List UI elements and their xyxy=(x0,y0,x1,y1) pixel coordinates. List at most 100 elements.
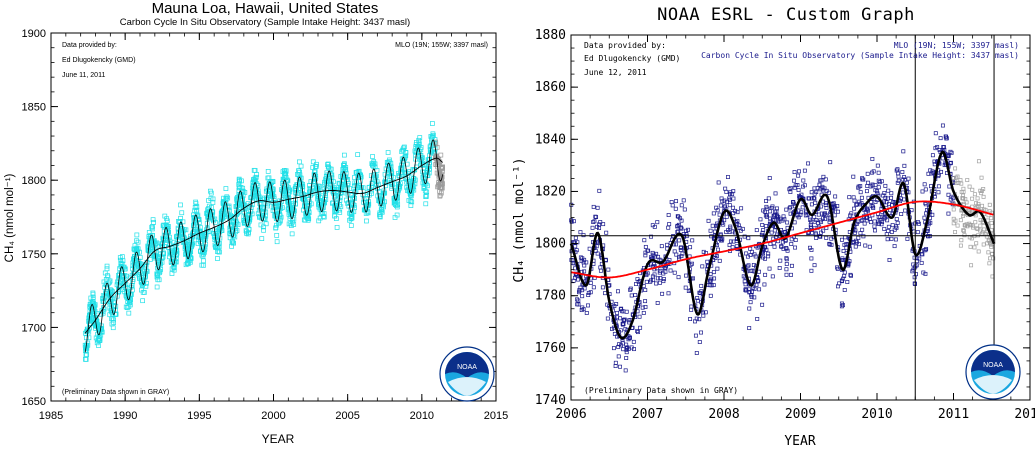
data-point xyxy=(416,137,422,143)
data-point xyxy=(731,189,736,194)
data-point xyxy=(631,339,636,344)
data-point xyxy=(321,211,327,216)
data-point xyxy=(237,178,242,184)
data-point xyxy=(885,196,890,201)
data-point xyxy=(683,285,688,290)
data-point xyxy=(180,235,186,241)
data-point xyxy=(655,301,660,305)
y-tick-label: 1900 xyxy=(22,28,46,40)
data-point xyxy=(842,270,847,275)
data-point xyxy=(104,263,110,269)
data-point xyxy=(870,157,875,161)
data-point xyxy=(859,195,864,200)
data-point xyxy=(437,193,443,199)
x-tick-label: 2009 xyxy=(785,407,816,422)
data-point xyxy=(389,185,395,191)
data-point xyxy=(617,342,622,347)
data-point xyxy=(669,200,674,205)
data-point xyxy=(688,245,693,250)
data-point xyxy=(930,153,935,158)
data-point xyxy=(806,196,811,201)
left-noaa-logo-icon: NOAA xyxy=(439,346,495,402)
data-point xyxy=(761,255,766,260)
data-point xyxy=(429,149,435,155)
data-point xyxy=(672,270,677,275)
data-point xyxy=(348,210,354,216)
data-point xyxy=(928,168,933,173)
y-tick-label: 1740 xyxy=(535,393,566,408)
data-point xyxy=(618,316,623,321)
data-point xyxy=(293,189,299,195)
data-point xyxy=(884,200,889,205)
data-point xyxy=(690,261,694,266)
data-point xyxy=(969,263,974,268)
data-point xyxy=(116,272,121,278)
data-point xyxy=(276,220,282,226)
data-point xyxy=(679,203,684,208)
data-point xyxy=(423,181,429,187)
data-point xyxy=(388,164,394,170)
data-point xyxy=(578,230,583,235)
data-point xyxy=(667,222,672,227)
data-point xyxy=(318,203,324,209)
data-point xyxy=(325,161,331,167)
data-point xyxy=(423,201,429,207)
data-point xyxy=(273,225,278,231)
data-point xyxy=(823,211,827,216)
data-point xyxy=(307,187,313,193)
data-point xyxy=(923,187,928,192)
data-point xyxy=(720,199,725,204)
data-point xyxy=(628,286,633,291)
data-point xyxy=(264,201,270,207)
data-point xyxy=(717,258,722,263)
data-point xyxy=(870,204,875,209)
data-point xyxy=(658,280,662,285)
data-point xyxy=(297,169,302,175)
data-point xyxy=(94,340,100,346)
data-point xyxy=(989,221,994,226)
data-point xyxy=(796,173,801,178)
data-point xyxy=(325,164,331,170)
data-point xyxy=(293,184,299,189)
data-point xyxy=(955,223,960,228)
data-point xyxy=(285,207,291,212)
data-point xyxy=(403,170,408,175)
data-point xyxy=(778,216,783,221)
data-point xyxy=(926,171,931,176)
data-point xyxy=(930,169,935,174)
data-point xyxy=(145,244,151,250)
data-point xyxy=(762,282,767,287)
data-point xyxy=(961,193,965,198)
data-point xyxy=(777,266,782,270)
data-point xyxy=(815,186,820,191)
data-point xyxy=(879,222,884,227)
data-point xyxy=(210,196,216,202)
data-point xyxy=(803,213,808,218)
y-tick-label: 1840 xyxy=(535,132,566,147)
data-point xyxy=(185,261,191,267)
data-point xyxy=(379,209,385,215)
data-point xyxy=(855,202,860,207)
data-point xyxy=(727,196,732,201)
data-point xyxy=(867,244,872,249)
data-point xyxy=(782,217,787,222)
data-point xyxy=(642,238,647,243)
data-point xyxy=(951,221,956,226)
data-point xyxy=(750,289,754,294)
data-point xyxy=(277,218,283,224)
data-point xyxy=(735,219,740,224)
data-point xyxy=(839,301,844,306)
data-point xyxy=(819,219,824,224)
data-point xyxy=(883,183,888,188)
right-curves xyxy=(569,35,1030,400)
data-point xyxy=(244,230,249,236)
data-point xyxy=(682,207,687,212)
data-point xyxy=(363,211,369,216)
y-tick-label: 1860 xyxy=(535,80,566,95)
data-point xyxy=(796,188,801,192)
data-point xyxy=(960,196,965,201)
data-point xyxy=(360,185,366,191)
data-point xyxy=(577,288,582,293)
data-point xyxy=(781,214,786,219)
right-person-text: Ed Dlugokencky (GMD) xyxy=(584,54,680,63)
